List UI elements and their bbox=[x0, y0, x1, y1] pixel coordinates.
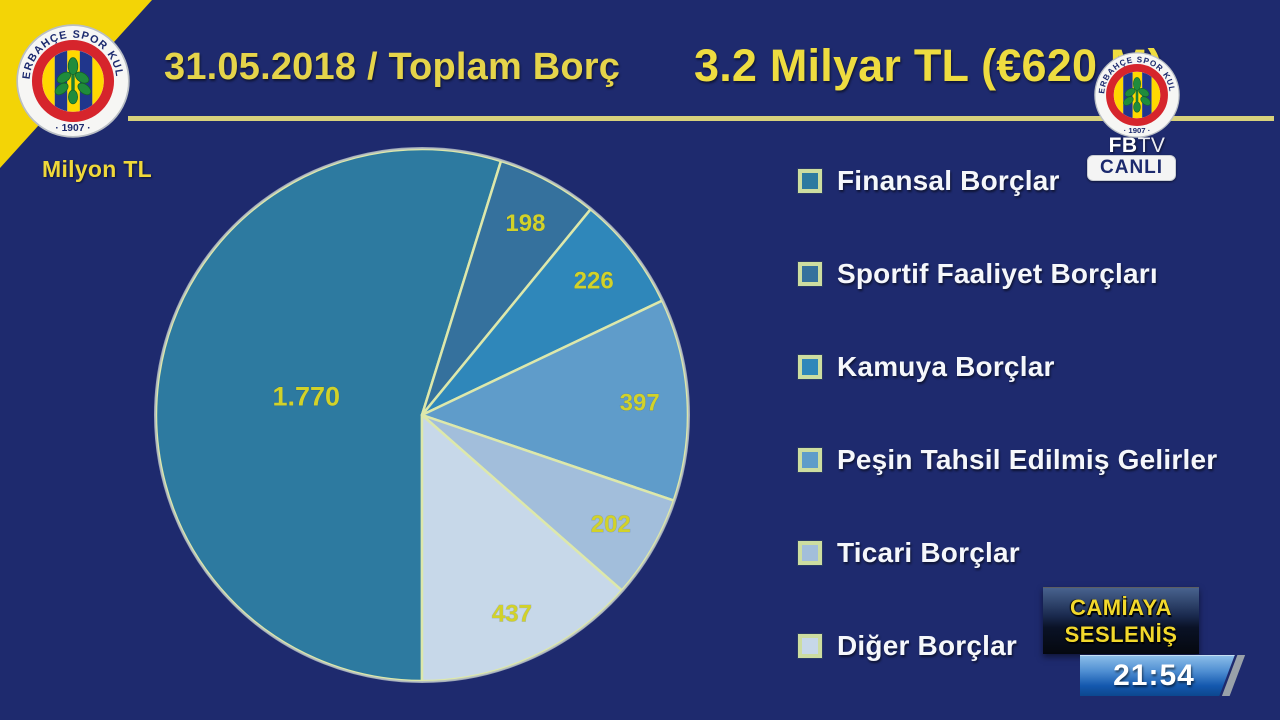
legend-item: Kamuya Borçlar bbox=[797, 320, 1228, 413]
total-debt-title: 3.2 Milyar TL (€620 M) bbox=[694, 40, 1163, 91]
pie-value-label: 437 bbox=[492, 601, 532, 628]
clock-banner: 21:54 bbox=[1080, 655, 1252, 696]
legend-label: Ticari Borçlar bbox=[837, 536, 1020, 568]
channel-logo: FBTV bbox=[1096, 134, 1178, 158]
program-title-line2: SESLENİŞ bbox=[1064, 622, 1178, 647]
title-underline bbox=[128, 116, 1274, 121]
fenerbahce-crest-icon bbox=[16, 24, 130, 138]
fenerbahce-crest-icon bbox=[1094, 52, 1180, 138]
pie-slice bbox=[154, 147, 503, 683]
pie-slice bbox=[420, 413, 624, 683]
legend-swatch-icon bbox=[797, 260, 823, 287]
pie-value-label: 202 bbox=[591, 511, 631, 538]
legend-swatch-icon bbox=[797, 539, 823, 566]
legend-item: Sportif Faaliyet Borçları bbox=[797, 227, 1228, 320]
legend: Finansal Borçlar Sportif Faaliyet Borçlar… bbox=[797, 134, 1228, 692]
legend-item: Ticari Borçlar bbox=[797, 506, 1228, 599]
date-title: 31.05.2018 / Toplam Borç bbox=[164, 46, 621, 88]
pie-slice bbox=[420, 299, 690, 502]
legend-item: Peşin Tahsil Edilmiş Gelirler bbox=[797, 413, 1228, 506]
unit-label: Milyon TL bbox=[42, 156, 153, 182]
channel-fb: FB bbox=[1108, 134, 1138, 157]
legend-swatch-icon bbox=[797, 353, 823, 380]
legend-label: Kamuya Borçlar bbox=[837, 350, 1055, 382]
clock-banner-shape bbox=[1080, 655, 1235, 696]
legend-swatch-icon bbox=[797, 167, 823, 194]
pie-value-label: 1.770 bbox=[273, 381, 341, 411]
pie-slice bbox=[420, 208, 664, 417]
pie-value-label: 198 bbox=[505, 210, 545, 237]
debt-pie-chart: 1.770 198 226 397 202 437 bbox=[154, 147, 690, 683]
legend-label: Finansal Borçlar bbox=[837, 164, 1060, 196]
legend-swatch-icon bbox=[797, 632, 823, 659]
legend-label: Sportif Faaliyet Borçları bbox=[837, 257, 1158, 289]
legend-label: Diğer Borçlar bbox=[837, 629, 1017, 661]
legend-swatch-icon bbox=[797, 446, 823, 473]
pie-value-label: 226 bbox=[574, 268, 614, 295]
legend-item: Finansal Borçlar bbox=[797, 134, 1228, 227]
live-badge: CANLI bbox=[1087, 155, 1177, 181]
channel-tv: TV bbox=[1137, 134, 1166, 157]
pie-rim bbox=[154, 147, 690, 683]
program-title-line1: CAMİAYA bbox=[1069, 595, 1173, 620]
legend-label: Peşin Tahsil Edilmiş Gelirler bbox=[837, 443, 1218, 475]
pie-value-label: 397 bbox=[620, 389, 660, 416]
clock-time: 21:54 bbox=[1113, 658, 1195, 692]
program-title-banner: CAMİAYA SESLENİŞ bbox=[1043, 587, 1199, 654]
legend-item: Diğer Borçlar bbox=[797, 599, 1228, 692]
